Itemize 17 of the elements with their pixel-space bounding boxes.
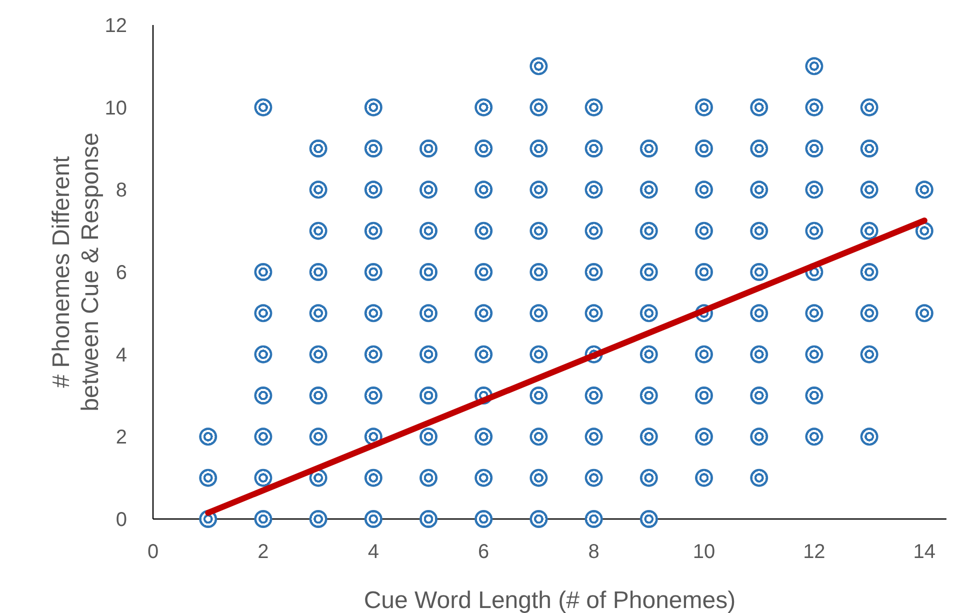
y-tick-label: 12	[104, 15, 127, 37]
x-tick-label: 12	[803, 541, 826, 563]
y-tick-label: 8	[116, 180, 127, 202]
x-tick-label: 4	[368, 541, 379, 563]
x-tick-label: 14	[913, 541, 936, 563]
x-tick-label: 6	[478, 541, 490, 563]
y-tick-label: 4	[116, 344, 127, 366]
x-tick-label: 8	[588, 541, 600, 563]
y-tick-label: 0	[116, 509, 127, 531]
x-tick-label: 10	[692, 541, 716, 563]
y-tick-label: 6	[116, 262, 127, 284]
x-tick-label: 2	[258, 541, 269, 563]
y-tick-label: 10	[104, 97, 127, 120]
y-tick-label: 2	[116, 426, 127, 449]
y-axis-title: # Phonemes Different between Cue & Response	[48, 132, 104, 412]
x-tick-label: 0	[147, 541, 159, 563]
x-axis-title: Cue Word Length (# of Phonemes)	[364, 587, 736, 613]
